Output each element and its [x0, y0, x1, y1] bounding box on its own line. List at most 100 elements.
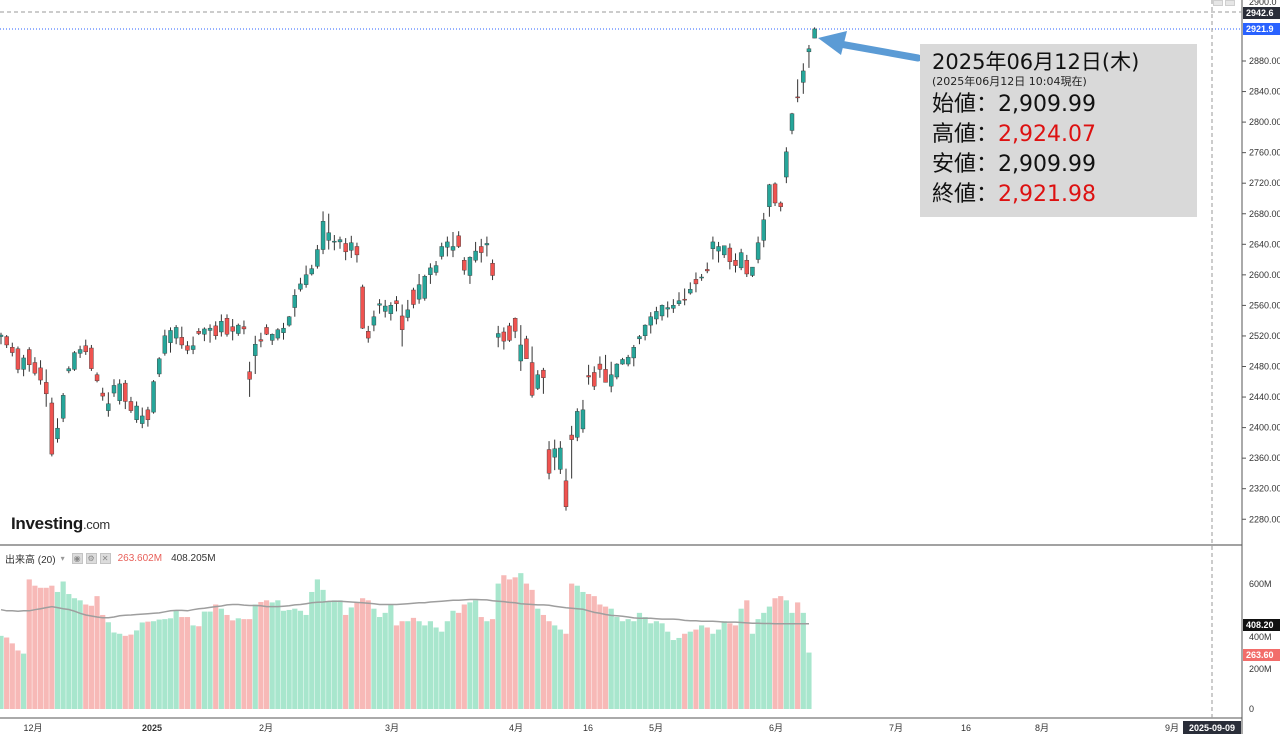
candle-body: [100, 392, 105, 397]
volume-bar: [134, 630, 140, 709]
candle-body: [693, 279, 699, 285]
candle: [411, 287, 416, 309]
price-tick-label: 2360.00: [1249, 453, 1280, 463]
volume-bar: [60, 581, 66, 709]
chevron-down-icon[interactable]: ▾: [60, 554, 65, 563]
candle: [705, 262, 710, 274]
candle: [94, 372, 100, 383]
close-icon[interactable]: ✕: [99, 553, 111, 564]
candle: [128, 396, 134, 413]
candle: [699, 273, 704, 281]
volume-bar: [597, 604, 603, 709]
volume-bar: [795, 602, 801, 709]
chart-controls[interactable]: [1213, 0, 1235, 6]
volume-bar: [292, 608, 298, 709]
candle-body: [546, 449, 552, 474]
candle: [433, 260, 439, 276]
candle-body: [439, 246, 444, 257]
candle: [258, 332, 264, 348]
candle: [332, 235, 337, 251]
volume-bar: [727, 623, 733, 709]
time-tick-label: 12月: [23, 723, 42, 733]
candle-body: [450, 246, 456, 251]
volume-bar: [732, 625, 739, 709]
info-date: 2025年06月12日(木): [932, 50, 1140, 74]
candle-body: [281, 327, 286, 333]
candle-body: [541, 369, 546, 378]
candle: [512, 317, 518, 339]
time-tick-label: 16: [583, 723, 593, 733]
candle-body: [202, 328, 207, 335]
candle: [733, 253, 738, 273]
candle: [665, 301, 670, 318]
candle-body: [27, 349, 32, 366]
volume-bar: [252, 604, 258, 709]
volume-bar: [778, 596, 784, 709]
eye-icon[interactable]: ◉: [71, 553, 83, 564]
candle: [750, 266, 755, 278]
candle-body: [609, 374, 614, 387]
candle: [66, 366, 72, 374]
volume-bar: [631, 621, 637, 709]
candle-body: [315, 249, 320, 267]
volume-bar: [529, 589, 535, 709]
candle-body: [473, 250, 478, 261]
candle-body: [173, 327, 179, 339]
settings-icon[interactable]: [1213, 0, 1223, 6]
candle: [473, 241, 478, 263]
candle: [38, 360, 43, 385]
candle: [755, 236, 761, 264]
volume-bar: [405, 621, 411, 709]
candle-body: [462, 260, 467, 271]
candle-body: [145, 409, 151, 420]
volume-bar: [388, 604, 394, 709]
candle: [326, 213, 331, 250]
candle-body: [445, 241, 450, 248]
candle-body: [360, 286, 365, 329]
volume-tick-label: 0: [1249, 704, 1254, 714]
candle-body: [569, 434, 574, 440]
price-tick-label: 2640.00: [1249, 239, 1280, 249]
candle-body: [151, 381, 156, 413]
candle: [315, 244, 320, 269]
candle-body: [456, 235, 461, 247]
candle-body: [0, 334, 4, 337]
candle-body: [688, 289, 693, 294]
volume-bar: [337, 600, 343, 709]
candle-body: [55, 427, 60, 440]
candle-body: [162, 335, 168, 354]
volume-bar: [201, 611, 207, 709]
gear-icon[interactable]: ⚙: [85, 553, 97, 564]
volume-bar: [122, 635, 128, 709]
volume-bar: [309, 591, 315, 709]
volume-bar: [535, 608, 541, 709]
candle-body: [66, 368, 72, 372]
volume-bar: [489, 619, 496, 709]
fullscreen-icon[interactable]: [1225, 0, 1235, 6]
candle: [360, 284, 365, 329]
candle: [552, 439, 557, 471]
candle-body: [563, 480, 569, 507]
volume-bar: [495, 583, 501, 709]
candle: [467, 256, 473, 284]
high-price-tag-label: 2942.6: [1246, 8, 1274, 18]
candle-body: [371, 316, 377, 326]
info-low: 安値：2,909.99: [932, 152, 1096, 177]
candle-body: [270, 334, 275, 341]
candle-body: [399, 315, 405, 330]
volume-bar: [230, 620, 236, 709]
candle-body: [699, 276, 704, 279]
candle: [439, 242, 444, 260]
candle-body: [592, 372, 597, 387]
volume-bar: [9, 643, 15, 709]
candle-body: [10, 347, 15, 353]
info-open: 始値：2,909.99: [932, 92, 1096, 117]
candle: [688, 282, 693, 295]
candle: [213, 321, 218, 340]
candle: [479, 238, 484, 263]
candle: [620, 357, 625, 365]
candle-body: [738, 252, 744, 269]
candle: [298, 277, 303, 292]
candle-body: [219, 321, 224, 333]
